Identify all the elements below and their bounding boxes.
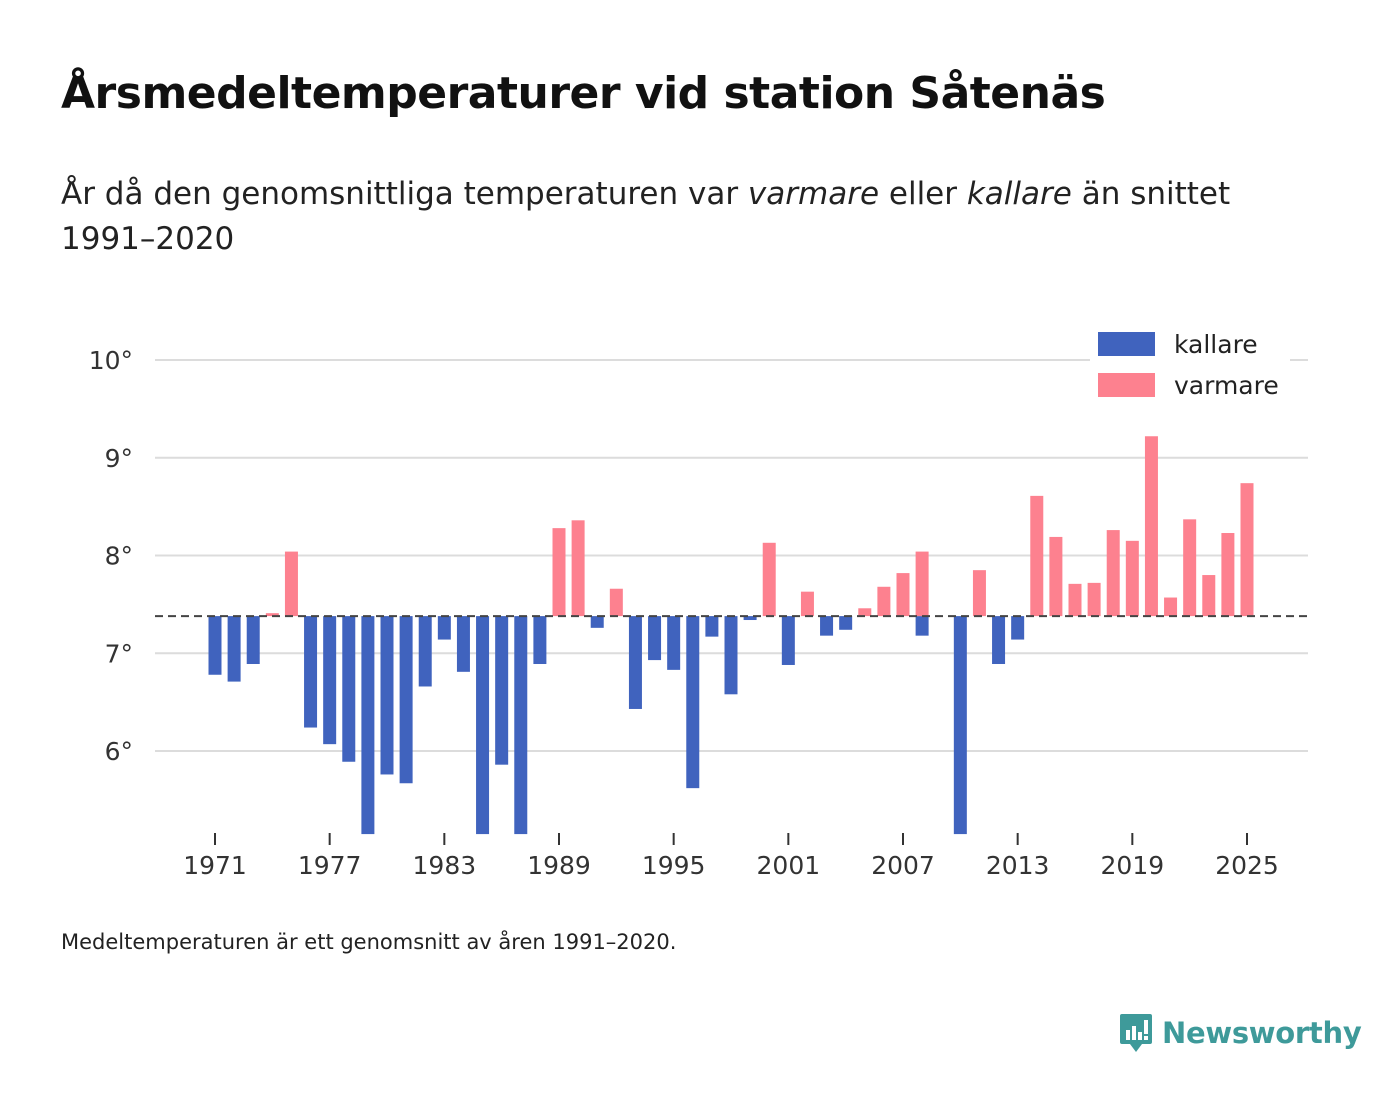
bar-1990 — [571, 520, 585, 617]
bar-1973 — [246, 616, 260, 665]
bar-2003 — [820, 616, 834, 636]
y-tick-label: 7° — [105, 639, 133, 668]
bar-2020 — [1144, 436, 1158, 617]
bar-1980 — [380, 616, 394, 775]
bar-2021 — [1164, 597, 1178, 617]
bar-1998 — [724, 616, 738, 695]
bar-2000 — [762, 542, 776, 617]
bar-2007 — [896, 573, 910, 617]
newsworthy-brand[interactable]: Newsworthy — [1118, 1012, 1362, 1054]
subtitle-colder: kallare — [966, 176, 1072, 212]
bar-1975 — [284, 551, 298, 617]
subtitle-part-1: År då den genomsnittliga temperaturen va… — [61, 176, 748, 212]
y-tick-label: 10° — [89, 346, 133, 375]
chart-title: Årsmedeltemperaturer vid station Såtenäs — [61, 68, 1106, 119]
legend-swatch-kallare — [1098, 332, 1155, 356]
bar-1997 — [705, 616, 719, 637]
bar-1977 — [323, 616, 337, 745]
subtitle-part-3: än snittet 1991–2020 — [61, 176, 1231, 257]
bar-1979 — [361, 616, 375, 835]
bar-2004 — [839, 616, 853, 630]
bar-1985 — [476, 616, 490, 835]
subtitle-part-2: eller — [879, 176, 967, 212]
brand-name: Newsworthy — [1162, 1016, 1362, 1050]
bar-2022 — [1183, 519, 1197, 617]
bar-1993 — [628, 616, 642, 709]
bar-2001 — [781, 616, 795, 665]
bar-1989 — [552, 528, 566, 617]
footnote: Medeltemperaturen är ett genomsnitt av å… — [61, 930, 677, 954]
bar-1995 — [667, 616, 681, 670]
bar-1999 — [743, 616, 757, 621]
bar-1976 — [304, 616, 318, 728]
bar-2008 — [915, 551, 929, 617]
x-tick-label: 2007 — [871, 851, 935, 880]
legend: kallare varmare — [1090, 318, 1290, 410]
bar-1978 — [342, 616, 356, 762]
bar-2012 — [992, 616, 1006, 665]
bar-2002 — [800, 591, 814, 617]
x-tick-label: 1971 — [183, 851, 247, 880]
axes: 6° 7° 8° 9° 10° 1971 1977 1983 1989 1995 2001 2007 2… — [89, 346, 1279, 880]
subtitle-warmer: varmare — [747, 176, 880, 212]
bar-2010 — [953, 616, 967, 835]
bar-1991 — [590, 616, 604, 628]
bars — [208, 436, 1254, 835]
bar-1987 — [514, 616, 528, 835]
bar-1994 — [648, 616, 662, 661]
x-tick-label: 2025 — [1215, 851, 1279, 880]
x-tick-label: 1977 — [298, 851, 362, 880]
bar-2006 — [877, 586, 891, 617]
y-tick-label: 9° — [105, 444, 133, 473]
bar-2024 — [1221, 533, 1235, 617]
bar-2023 — [1202, 575, 1216, 617]
bar-2015 — [1049, 536, 1063, 617]
bar-2016 — [1068, 583, 1082, 617]
bar-2014 — [1030, 495, 1044, 617]
legend-swatch-varmare — [1098, 373, 1155, 397]
x-tick-label: 1995 — [642, 851, 706, 880]
x-tick-label: 2019 — [1101, 851, 1165, 880]
bar-2025 — [1240, 483, 1254, 617]
bar-1971 — [208, 616, 222, 675]
bar-2011 — [972, 570, 986, 617]
bar-1992 — [609, 588, 623, 617]
legend-label-kallare: kallare — [1174, 330, 1258, 359]
x-tick-label: 1983 — [413, 851, 477, 880]
x-tick-label: 2001 — [757, 851, 821, 880]
bar-1972 — [227, 616, 241, 682]
bar-2005 — [858, 608, 872, 617]
bar-1986 — [495, 616, 509, 765]
bar-1981 — [399, 616, 413, 784]
bar-2008 — [915, 616, 929, 636]
bar-1996 — [686, 616, 700, 789]
chart-subtitle: År då den genomsnittliga temperaturen va… — [61, 172, 1301, 262]
bar-1984 — [456, 616, 470, 672]
y-tick-label: 6° — [105, 737, 133, 766]
x-tick-label: 2013 — [986, 851, 1050, 880]
legend-label-varmare: varmare — [1174, 371, 1279, 400]
bar-2013 — [1011, 616, 1025, 640]
bar-2018 — [1106, 530, 1120, 617]
bar-2017 — [1087, 582, 1101, 617]
bar-1988 — [533, 616, 547, 665]
newsworthy-logo-icon — [1120, 1014, 1152, 1052]
bar-2019 — [1125, 540, 1139, 617]
bar-1982 — [418, 616, 432, 687]
bar-1983 — [437, 616, 451, 640]
y-tick-label: 8° — [105, 542, 133, 571]
bar-1974 — [265, 613, 279, 617]
x-tick-label: 1989 — [527, 851, 591, 880]
